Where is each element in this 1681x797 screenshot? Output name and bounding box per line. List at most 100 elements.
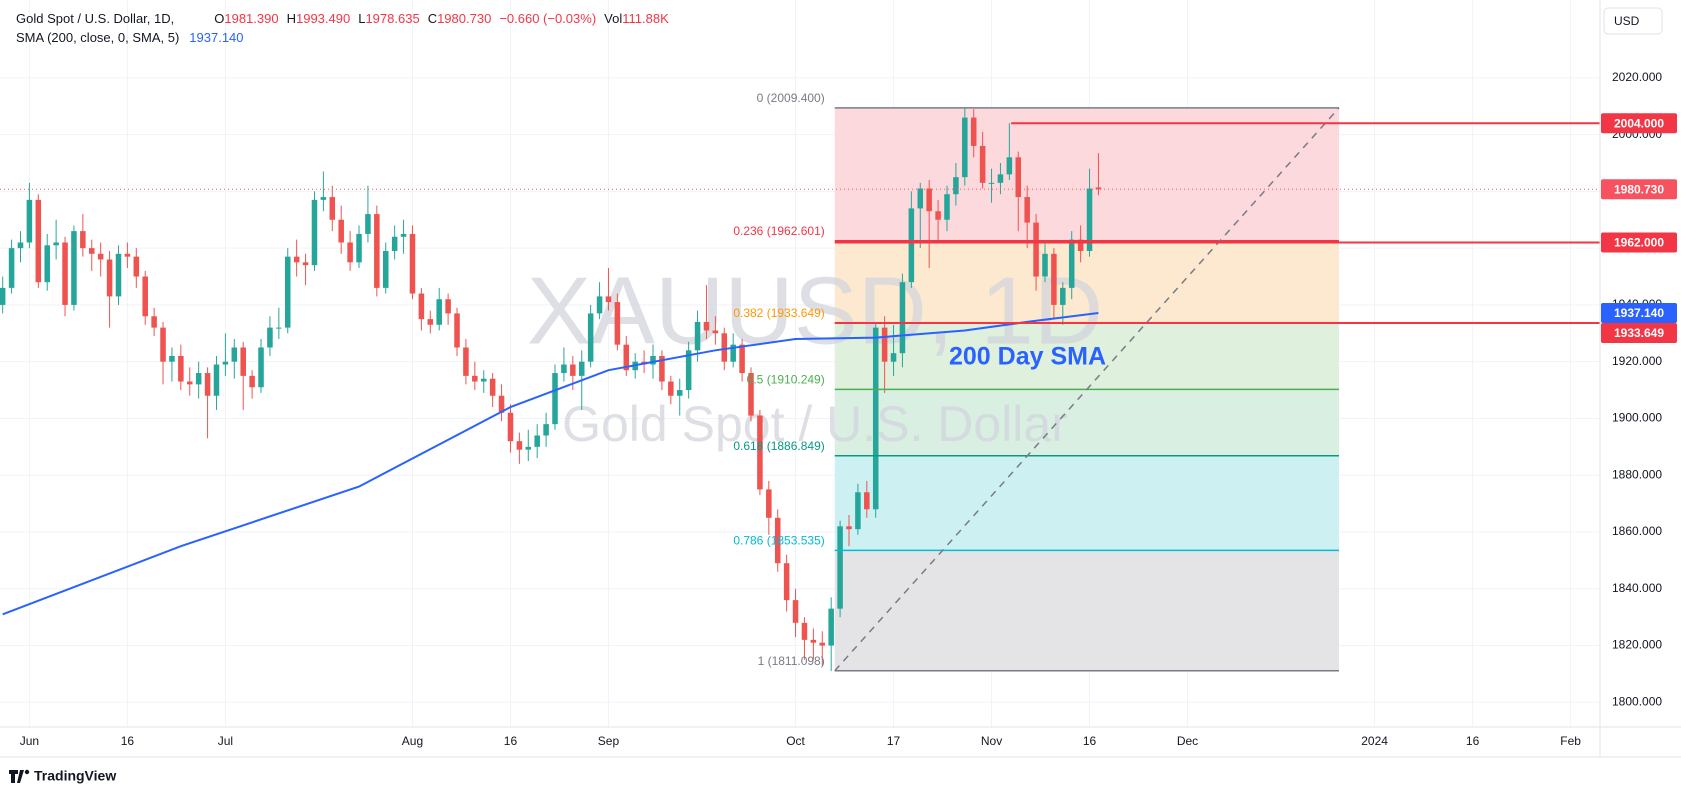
change-value: −0.660 (−0.03%) <box>499 11 596 26</box>
candle-body <box>1042 253 1048 277</box>
fib-level-label: 1 (1811.098) <box>758 654 825 668</box>
ohlc-value: 1980.730 <box>437 11 491 26</box>
candle-body <box>320 197 327 200</box>
y-tick-label: 1860.000 <box>1612 524 1662 538</box>
candle-body <box>151 316 157 328</box>
candle-body <box>828 608 834 646</box>
fib-level-label: 0.618 (1886.849) <box>733 439 824 453</box>
candle-body <box>222 361 229 365</box>
candle-body <box>596 296 603 314</box>
sma-line <box>2 312 1099 616</box>
price-label-box <box>1601 323 1677 344</box>
candle-body <box>204 373 211 396</box>
candle-body <box>8 248 15 288</box>
candle-body <box>97 253 104 260</box>
candle-body <box>418 293 425 320</box>
candle-body <box>1086 188 1093 251</box>
candle-body <box>480 378 487 382</box>
price-label-box <box>1601 303 1677 324</box>
candle-body <box>231 347 238 362</box>
candle-body <box>382 250 389 288</box>
candle-body <box>17 242 24 249</box>
x-tick-label: 16 <box>1083 734 1097 748</box>
candle-body <box>1051 253 1057 305</box>
footer: TradingView <box>9 768 116 784</box>
candle-body <box>302 262 309 266</box>
candle-body <box>650 356 656 365</box>
candle-body <box>730 344 736 362</box>
price-label-box <box>1601 113 1677 134</box>
candle-body <box>409 233 416 294</box>
candle-body <box>169 356 175 362</box>
candle-body <box>338 219 344 243</box>
candle-body <box>53 242 59 246</box>
candle-body <box>757 415 763 490</box>
candle-body <box>347 242 353 263</box>
x-tick-label: 16 <box>504 734 518 748</box>
currency-label[interactable]: USD <box>1614 14 1640 28</box>
candle-body <box>498 395 505 413</box>
price-label: 1980.730 <box>1614 182 1664 196</box>
watermark: XAUUSD, 1D <box>527 257 1103 364</box>
y-tick-label: 2020.000 <box>1612 70 1662 84</box>
candle-body <box>454 313 460 348</box>
volume-label: Vol <box>604 11 622 26</box>
candle-body <box>953 177 959 195</box>
candle-body <box>489 378 496 396</box>
candle-body <box>62 242 68 305</box>
candle-body <box>124 253 131 257</box>
candle-body <box>935 211 941 220</box>
ohlc-value: 1981.390 <box>224 11 278 26</box>
sma-value: 1937.140 <box>189 30 243 45</box>
price-label-box <box>1601 179 1677 200</box>
candle-body <box>587 313 594 362</box>
candle-body <box>293 256 300 263</box>
candle-body <box>605 296 612 303</box>
candle-body <box>1033 222 1039 277</box>
candle-body <box>890 353 897 362</box>
candle-body <box>26 199 33 243</box>
y-tick-label: 1900.000 <box>1612 411 1662 425</box>
candle-body <box>721 333 728 362</box>
candle-body <box>0 287 6 305</box>
candle-body <box>783 563 790 601</box>
fib-zone <box>834 389 1339 456</box>
candle-body <box>685 350 692 391</box>
candle-body <box>115 253 122 297</box>
candle-body <box>178 356 184 382</box>
candle-body <box>864 492 870 510</box>
candle-body <box>676 390 683 396</box>
x-tick-label: 16 <box>1466 734 1480 748</box>
price-label: 1933.649 <box>1614 326 1664 340</box>
y-tick-label: 1880.000 <box>1612 467 1662 481</box>
candle-body <box>329 197 336 220</box>
candle-body <box>659 356 665 382</box>
candle-body <box>881 327 888 362</box>
x-tick-label: 17 <box>887 734 901 748</box>
symbol-legend: Gold Spot / U.S. Dollar, 1D, O1981.390 H19… <box>16 11 669 26</box>
price-label: 1937.140 <box>1614 306 1664 320</box>
legend: Gold Spot / U.S. Dollar, 1D, O1981.390 H19… <box>16 11 669 45</box>
candle-body <box>855 492 861 530</box>
candle-body <box>917 188 924 209</box>
candle-body <box>436 299 442 325</box>
brand-logo[interactable] <box>9 770 24 783</box>
x-tick-label: Nov <box>981 734 1002 748</box>
x-tick-label: Jul <box>218 734 233 748</box>
candle-body <box>1015 157 1022 198</box>
candle-body <box>944 194 950 220</box>
price-label: 1962.000 <box>1614 236 1664 250</box>
candle-body <box>240 347 246 376</box>
watermark-layer: XAUUSD, 1D Gold Spot / U.S. Dollar <box>527 257 1103 452</box>
brand-name[interactable]: TradingView <box>34 768 116 784</box>
currency-button[interactable] <box>1603 7 1663 35</box>
candle-body <box>400 233 407 237</box>
candle-body <box>427 319 434 325</box>
candle-body <box>267 327 273 348</box>
candle-body <box>80 231 86 249</box>
candle-body <box>44 245 50 283</box>
x-tick-label: Jun <box>20 734 39 748</box>
candle-body <box>1095 187 1102 190</box>
annotation: 200 Day SMA <box>949 343 1106 371</box>
